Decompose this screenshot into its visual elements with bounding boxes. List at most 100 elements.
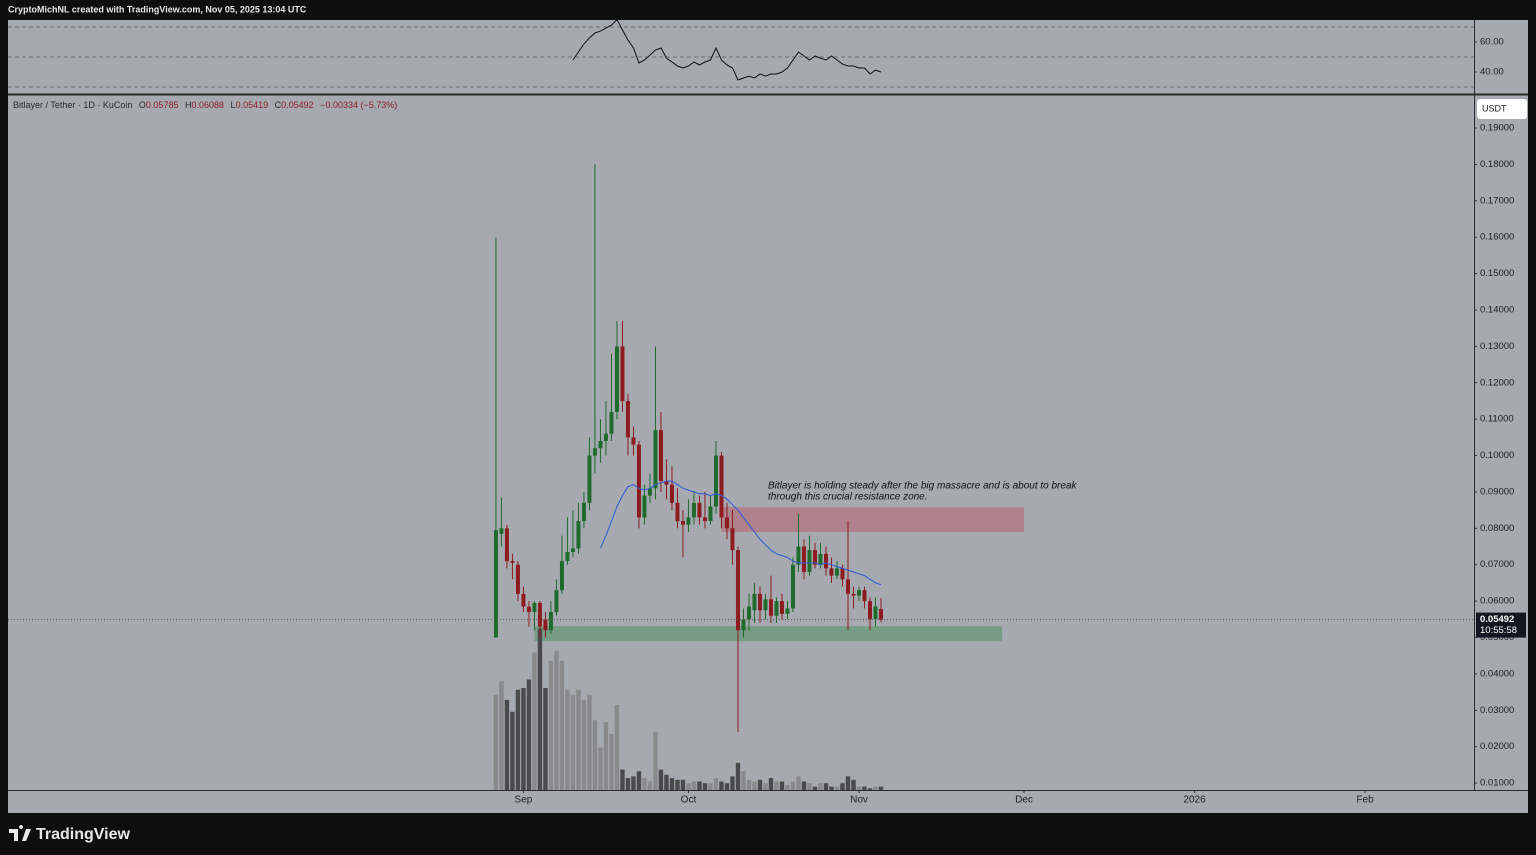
y-tick-label: 0.11000: [1480, 414, 1514, 425]
y-tick-label: 0.17000: [1480, 195, 1514, 206]
volume-bar: [801, 781, 807, 790]
candle-body: [763, 599, 768, 611]
y-tick-label: 0.09000: [1480, 486, 1514, 497]
candle-body: [504, 528, 509, 562]
candle-body: [790, 564, 795, 609]
volume-bar: [675, 779, 680, 790]
volume-bar: [609, 733, 614, 790]
legend-value: 0.05419: [236, 100, 269, 110]
volume-bar: [867, 788, 873, 790]
candle-body: [779, 601, 784, 614]
volume-bar: [851, 779, 856, 790]
candle-body: [818, 553, 823, 565]
y-tick-label: 0.08000: [1480, 523, 1514, 534]
volume-bar: [559, 660, 565, 790]
currency-box: [1477, 99, 1527, 119]
header: CryptoMichNL created with TradingView.co…: [8, 4, 307, 14]
y-tick-label: 0.19000: [1480, 123, 1514, 134]
volume-bar: [614, 705, 620, 790]
candle-body: [614, 346, 619, 412]
candle-body: [576, 521, 581, 549]
volume-bar: [818, 783, 823, 790]
volume-bar: [493, 694, 499, 790]
volume-bar: [686, 783, 691, 790]
candle-body: [823, 553, 828, 569]
y-tick-label: 0.02000: [1480, 741, 1514, 752]
volume-bar: [730, 776, 735, 790]
candle-body: [537, 602, 542, 627]
chart-background: [8, 20, 1528, 813]
volume-bar: [510, 711, 515, 790]
candle-body: [851, 593, 856, 596]
volume-bar: [713, 778, 719, 790]
candle-body: [719, 455, 724, 518]
volume-bar: [702, 783, 708, 790]
candle-body: [680, 521, 685, 525]
candle-body: [570, 548, 575, 552]
candle-body: [620, 346, 625, 401]
y-tick-label: 0.12000: [1480, 377, 1514, 388]
candle-body: [757, 593, 762, 611]
candle-body: [653, 430, 658, 489]
candle-body: [631, 437, 636, 445]
legend-field: C: [275, 100, 282, 110]
legend-change: −0.00334 (−5.73%): [320, 100, 397, 110]
y-tick-label: 0.07000: [1480, 559, 1514, 570]
candle-body: [532, 602, 537, 613]
volume-bar: [840, 783, 845, 790]
candle-body: [867, 601, 872, 620]
y-tick-label: 0.13000: [1480, 341, 1514, 352]
volume-bar: [829, 786, 834, 790]
volume-bar: [565, 689, 570, 790]
volume-bar: [620, 769, 625, 790]
candle-body: [647, 488, 652, 496]
volume-bar: [504, 699, 510, 790]
legend-field: O: [139, 100, 146, 110]
candle-body: [834, 568, 839, 576]
volume-bar: [669, 778, 675, 790]
volume-bar: [785, 784, 790, 790]
brand: TradingView: [36, 826, 131, 843]
candle-body: [856, 590, 861, 596]
volume-bar: [763, 783, 768, 790]
candle-body: [829, 568, 834, 576]
candle-body: [493, 530, 498, 638]
candle-body: [878, 608, 883, 620]
last-price: 0.05492: [1480, 614, 1514, 625]
volume-bar: [499, 681, 504, 790]
y-tick-label: 0.16000: [1480, 232, 1514, 243]
candle-body: [796, 546, 801, 565]
volume-bar: [543, 688, 548, 790]
candle-body: [741, 619, 746, 631]
rsi-tick-label: 60.00: [1480, 37, 1504, 48]
volume-bar: [746, 779, 752, 790]
y-tick-label: 0.06000: [1480, 596, 1514, 607]
x-tick-label: Nov: [850, 795, 868, 806]
volume-bar: [834, 786, 840, 790]
candle-body: [642, 495, 647, 518]
candle-body: [697, 502, 702, 518]
candle-body: [845, 579, 850, 594]
candle-body: [625, 400, 630, 438]
countdown: 10:55:58: [1480, 625, 1517, 636]
currency: USDT: [1482, 103, 1507, 113]
tradingview-logo: [9, 825, 31, 841]
volume-bar: [779, 781, 785, 790]
candle-body: [746, 606, 751, 620]
y-tick-label: 0.01000: [1480, 778, 1514, 789]
candle-body: [735, 550, 740, 631]
candle-body: [730, 528, 735, 551]
legend-field: H: [185, 100, 192, 110]
volume-bar: [774, 781, 779, 790]
volume-bar: [845, 776, 851, 790]
volume-bar: [878, 786, 884, 790]
candle-body: [708, 506, 713, 522]
volume-bar: [658, 769, 664, 790]
volume-bar: [532, 652, 537, 790]
zone: [721, 507, 1025, 532]
candle-body: [603, 433, 608, 441]
y-tick-label: 0.04000: [1480, 668, 1514, 679]
candle-body: [862, 590, 867, 602]
x-tick-label: 2026: [1183, 795, 1206, 806]
